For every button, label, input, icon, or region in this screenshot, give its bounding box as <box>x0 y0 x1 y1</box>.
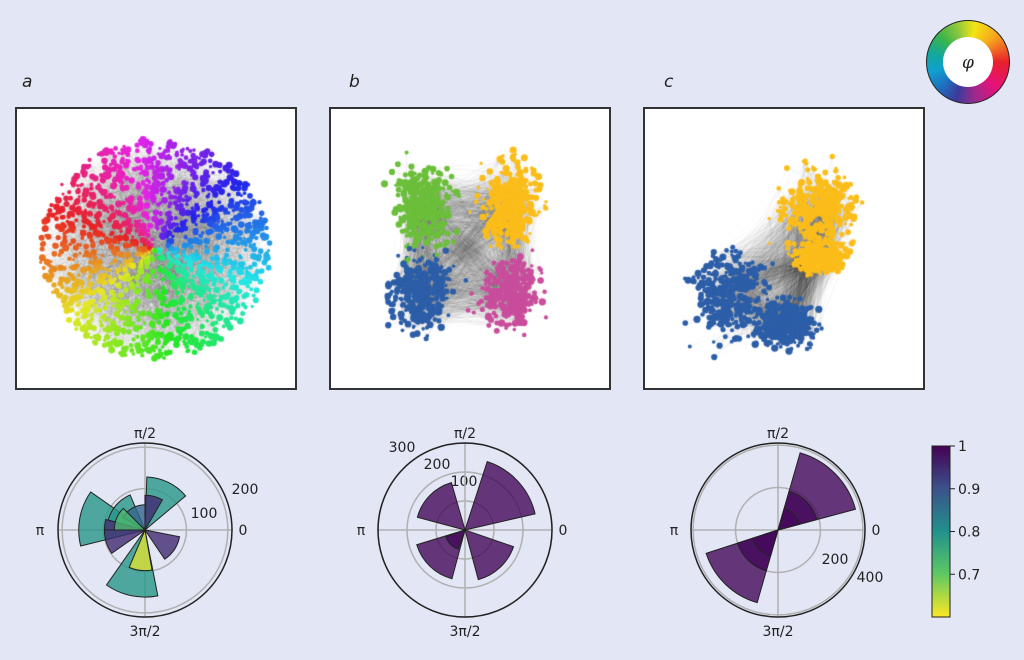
angle-tick-c-270: 3π/2 <box>763 624 794 640</box>
polar-wedge <box>128 528 153 572</box>
polar-wedge <box>464 529 515 581</box>
radial-tick-b-300: 300 <box>389 440 416 456</box>
polar-wedge <box>113 507 147 531</box>
phase-color-wheel-icon: φ <box>924 20 1012 104</box>
colorbar <box>931 445 951 618</box>
angle-tick-b-180: π <box>357 523 366 539</box>
radial-tick-c-200: 200 <box>822 552 849 568</box>
panel-label-a: a <box>22 72 33 92</box>
polar-wedge <box>144 494 164 532</box>
polar-wedge <box>416 481 466 531</box>
polar-wedge <box>464 460 536 531</box>
radial-tick-b-100: 100 <box>451 474 478 490</box>
radial-tick-b-200: 200 <box>424 457 451 473</box>
angle-tick-b-270: 3π/2 <box>450 624 481 640</box>
angle-tick-c-180: π <box>670 523 679 539</box>
colorbar-tick-label: 1 <box>958 439 967 455</box>
polar-frame <box>57 442 233 618</box>
panel-label-b: b <box>349 72 360 92</box>
colorbar-tick-label: 0.8 <box>958 525 980 541</box>
angle-tick-a-180: π <box>36 523 45 539</box>
polar-wedge <box>144 476 187 532</box>
radial-tick-c-400: 400 <box>857 570 884 586</box>
angle-tick-c-90: π/2 <box>767 426 789 442</box>
panel-label-c: c <box>664 72 674 92</box>
angle-tick-b-90: π/2 <box>454 426 476 442</box>
phi-symbol: φ <box>962 53 974 73</box>
angle-tick-a-270: 3π/2 <box>130 624 161 640</box>
radial-tick-a-100: 100 <box>191 506 218 522</box>
polar-frame <box>377 442 553 618</box>
angle-tick-c-0: 0 <box>872 523 881 539</box>
polar-chart-a <box>57 442 233 618</box>
polar-wedge <box>445 529 466 550</box>
polar-frame <box>690 442 866 618</box>
colorbar-tick-label: 0.9 <box>958 482 980 498</box>
angle-tick-b-0: 0 <box>559 523 568 539</box>
network-plot-a <box>15 107 297 390</box>
network-plot-b <box>329 107 611 390</box>
polar-chart-b <box>377 442 553 618</box>
polar-wedge <box>751 529 779 557</box>
polar-chart-c <box>690 442 866 618</box>
radial-tick-a-200: 200 <box>232 482 259 498</box>
angle-tick-a-90: π/2 <box>134 426 156 442</box>
network-plot-c <box>643 107 925 390</box>
polar-wedge <box>143 529 181 560</box>
colorbar-tick-label: 0.7 <box>958 567 980 583</box>
polar-wedge <box>777 507 801 531</box>
polar-wedge <box>103 529 147 554</box>
angle-tick-a-0: 0 <box>239 523 248 539</box>
